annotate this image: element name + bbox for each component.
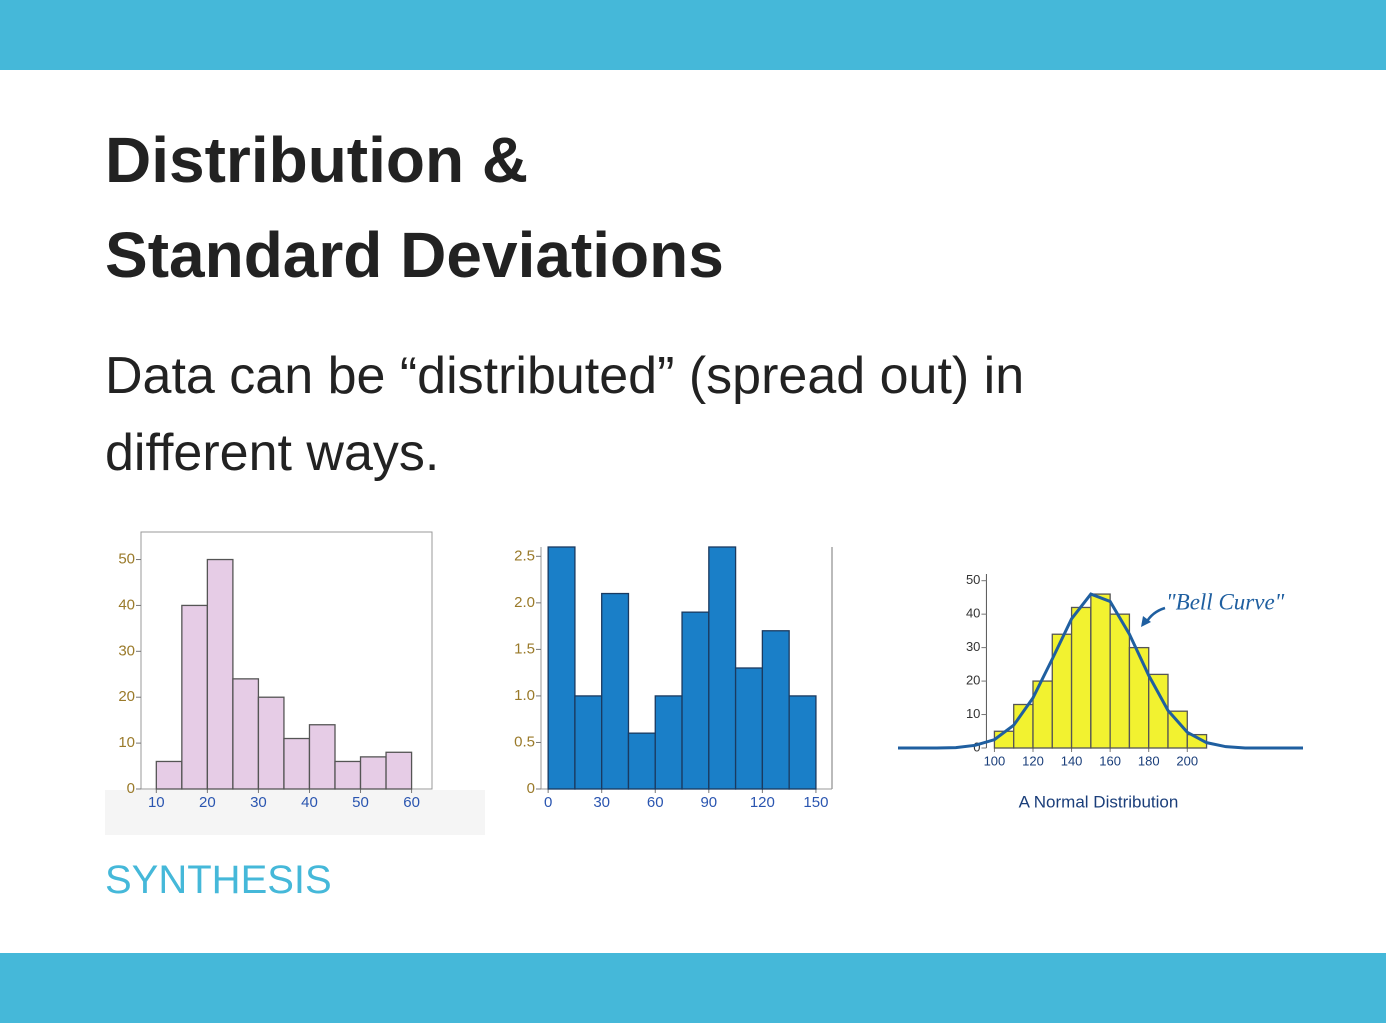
x-tick-label: 50 xyxy=(352,794,369,811)
bar xyxy=(788,695,817,790)
footer-label: SYNTHESIS xyxy=(105,858,332,902)
y-tick-label: 50 xyxy=(966,572,980,587)
chart: 0 0.5 1.0 1.5 2.0 2.5 0 30 60 90 120 150 xyxy=(514,546,833,811)
y-tick-label: 40 xyxy=(966,606,980,621)
x-tick-label: 160 xyxy=(1099,753,1121,768)
bar xyxy=(206,558,234,790)
body-line: different ways. xyxy=(105,424,440,482)
bar xyxy=(708,546,737,790)
x-tick-label: 150 xyxy=(803,794,828,811)
bar xyxy=(181,604,209,790)
y-tick-label: 0.5 xyxy=(514,733,535,750)
title-line: Distribution & xyxy=(105,124,529,196)
x-tick-label: 200 xyxy=(1176,753,1198,768)
x-axis-label: A Normal Distribution xyxy=(1019,792,1179,811)
bar xyxy=(385,751,413,790)
x-tick-label: 30 xyxy=(593,794,610,811)
y-tick-label: 2.0 xyxy=(514,594,535,611)
chart: 0 10 20 30 40 50 100 120 140 160 180 200 "Bell Curve… xyxy=(898,572,1303,811)
x-tick-label: 120 xyxy=(1022,753,1044,768)
bar xyxy=(547,546,576,790)
x-tick-label: 10 xyxy=(148,794,165,811)
annotation: "Bell Curve" xyxy=(1166,589,1285,614)
bar xyxy=(1109,613,1131,749)
title-line: Standard Deviations xyxy=(105,219,724,291)
x-tick-label: 140 xyxy=(1061,753,1083,768)
chart-backdrop xyxy=(105,790,485,835)
y-tick-label: 1.5 xyxy=(514,640,535,657)
bottom-band xyxy=(0,953,1386,1023)
x-tick-label: 60 xyxy=(403,794,420,811)
bar xyxy=(1090,593,1111,749)
y-tick-label: 50 xyxy=(118,551,135,568)
y-tick-label: 10 xyxy=(966,706,980,721)
x-tick-label: 0 xyxy=(544,794,552,811)
y-tick-label: 0 xyxy=(527,780,535,797)
bar xyxy=(334,760,362,790)
bar xyxy=(283,737,311,790)
bar xyxy=(1070,606,1092,749)
bar xyxy=(1167,710,1188,749)
bar xyxy=(574,695,603,790)
bar xyxy=(155,760,183,790)
bar xyxy=(257,696,285,790)
x-tick-label: 180 xyxy=(1138,753,1160,768)
annotation-arrowhead xyxy=(1141,616,1151,627)
y-tick-label: 10 xyxy=(118,734,135,751)
x-tick-label: 120 xyxy=(750,794,775,811)
bell-curve xyxy=(898,592,1303,750)
body-line: Data can be “distributed” (spread out) i… xyxy=(105,347,1025,405)
y-tick-label: 20 xyxy=(118,688,135,705)
bar xyxy=(761,630,790,790)
y-tick-label: 40 xyxy=(118,596,135,613)
bar xyxy=(1148,673,1169,749)
bar xyxy=(308,724,336,790)
x-tick-label: 90 xyxy=(700,794,717,811)
bar xyxy=(654,695,683,790)
x-tick-label: 20 xyxy=(199,794,216,811)
y-tick-label: 0 xyxy=(127,780,135,797)
bar xyxy=(1128,646,1150,749)
x-tick-label: 40 xyxy=(301,794,318,811)
x-tick-label: 30 xyxy=(250,794,267,811)
bar xyxy=(681,611,710,790)
top-band xyxy=(0,0,1386,70)
y-tick-label: 30 xyxy=(966,639,980,654)
bar xyxy=(627,732,656,790)
chart: 0 10 20 30 40 50 10 20 30 40 50 60 xyxy=(118,531,433,811)
y-tick-label: 30 xyxy=(118,642,135,659)
bar xyxy=(734,667,764,790)
bar xyxy=(601,592,630,790)
y-tick-label: 2.5 xyxy=(514,547,535,564)
x-tick-label: 60 xyxy=(647,794,664,811)
y-tick-label: 0 xyxy=(973,739,980,754)
y-tick-label: 20 xyxy=(966,673,980,688)
bar xyxy=(359,756,387,790)
bar xyxy=(232,678,260,790)
x-tick-label: 100 xyxy=(984,753,1006,768)
y-tick-label: 1.0 xyxy=(514,687,535,704)
